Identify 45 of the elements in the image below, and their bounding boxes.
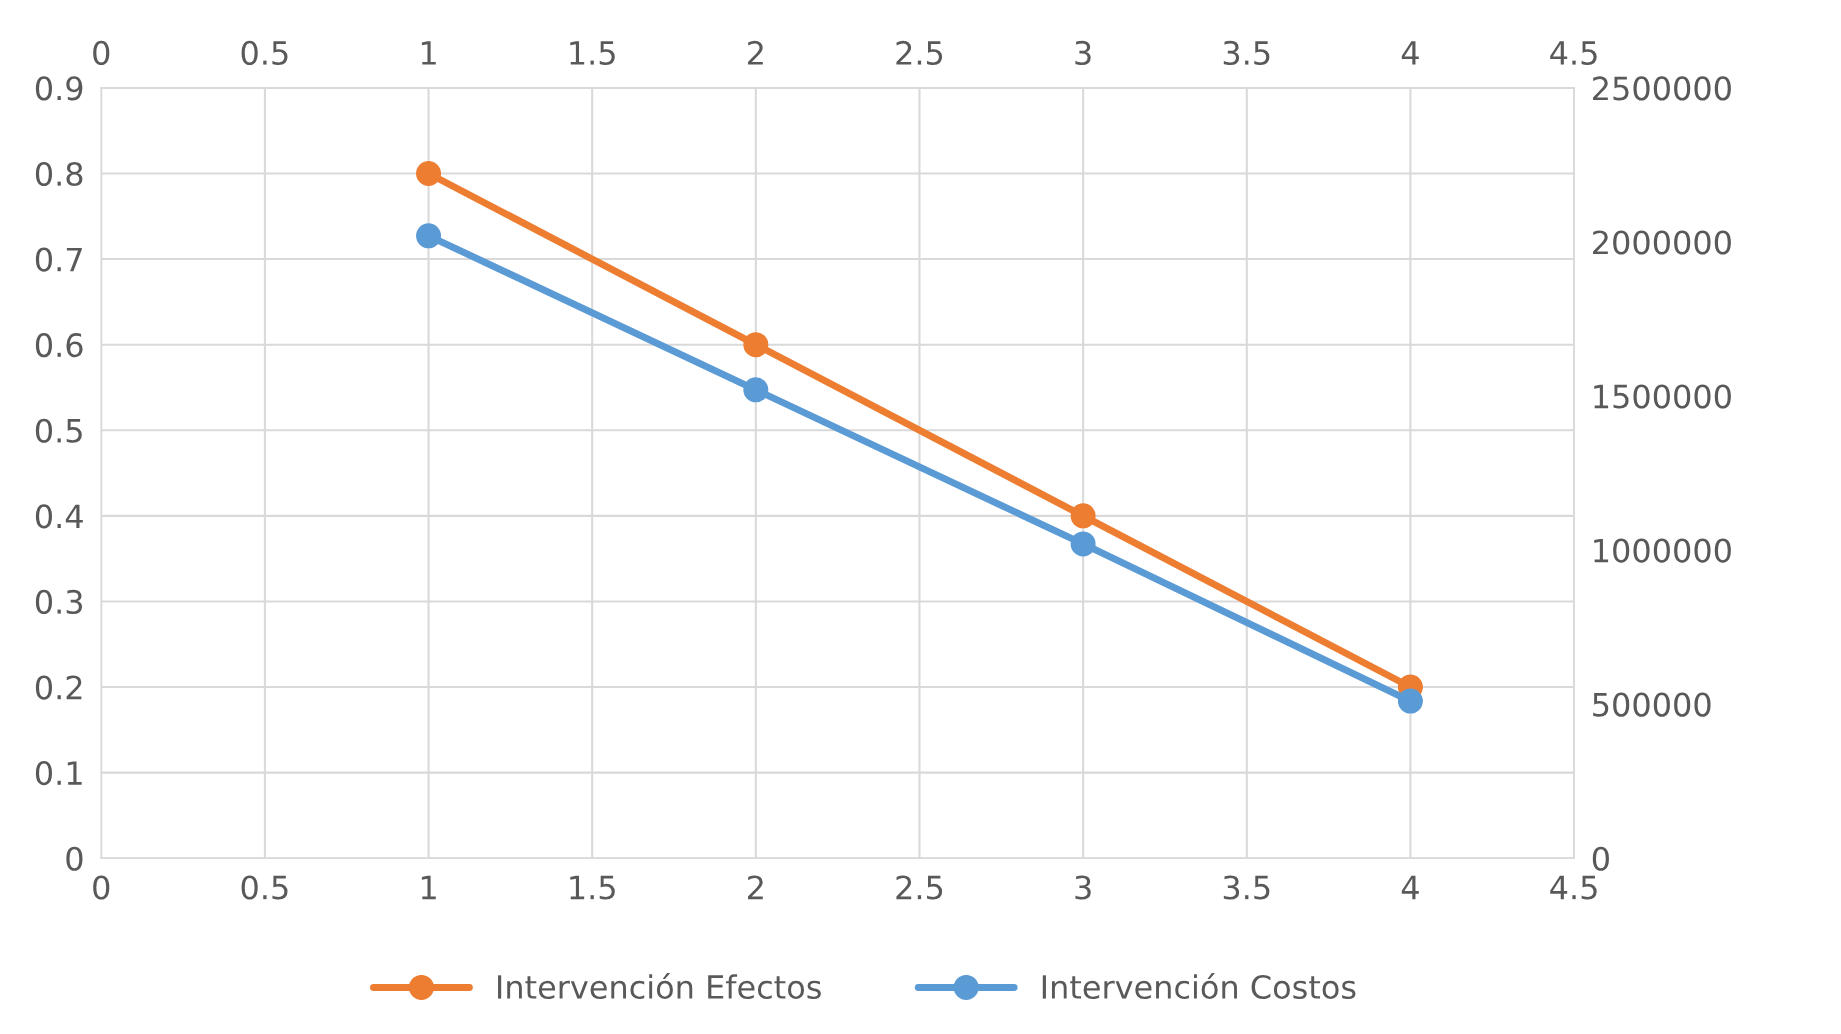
y-tick-label: 0.5 — [35, 418, 82, 443]
y-tick-label: 0.3 — [35, 589, 83, 615]
y-tick-label: 0 — [66, 846, 83, 871]
point — [743, 332, 769, 358]
y2-tick-label: 2500000 — [1593, 76, 1731, 101]
x2-tick-label: 2.5 — [896, 40, 943, 66]
y-tick-label: 0.9 — [35, 76, 83, 101]
x2-tick-label: 3.5 — [1223, 40, 1270, 66]
y2-tick-label: 2000000 — [1593, 230, 1731, 255]
x2-tick-label: 0.5 — [241, 40, 288, 66]
y-tick-label: 0.2 — [35, 675, 82, 700]
point — [416, 160, 442, 186]
y2-tick-label: 1000000 — [1594, 538, 1731, 563]
x2-tick-label: 4.5 — [1550, 41, 1597, 66]
x-tick-label: 4.5 — [1550, 875, 1597, 900]
x2-tick-label: 4 — [1401, 41, 1419, 65]
y-tick-label: 0.1 — [35, 761, 82, 786]
x-tick-label: 0 — [93, 875, 110, 900]
y2-tick-label: 0 — [1592, 846, 1609, 871]
legend-label: Intervención Costos — [1042, 973, 1356, 1000]
point — [743, 377, 769, 403]
x-tick-label: 1 — [421, 875, 436, 900]
legend-label: Intervención Efectos — [498, 973, 821, 1000]
x-tick-label: 3.5 — [1223, 875, 1270, 900]
x2-tick-label: 1.5 — [570, 41, 615, 66]
y-tick-label: 0.4 — [35, 504, 83, 529]
y2-tick-label: 500000 — [1593, 692, 1711, 717]
point — [416, 223, 442, 249]
x2-tick-label: 0 — [93, 40, 110, 66]
point — [1397, 688, 1423, 714]
x-tick-label: 2 — [748, 875, 763, 900]
y2-tick-label: 1500000 — [1594, 384, 1731, 409]
x-tick-label: 3 — [1075, 875, 1091, 900]
x2-tick-label: 2 — [748, 40, 763, 65]
y-tick-label: 0.6 — [35, 333, 83, 358]
x-tick-label: 2.5 — [896, 875, 943, 900]
point — [1070, 503, 1096, 529]
x-tick-label: 4 — [1401, 875, 1419, 900]
y-tick-label: 0.8 — [35, 161, 83, 187]
x2-tick-label: 3 — [1075, 40, 1091, 66]
x-tick-label: 0.5 — [241, 875, 288, 900]
x-tick-label: 1.5 — [570, 875, 615, 900]
point — [1070, 531, 1096, 557]
x2-tick-label: 1 — [421, 41, 436, 65]
y-tick-label: 0.7 — [35, 247, 82, 272]
